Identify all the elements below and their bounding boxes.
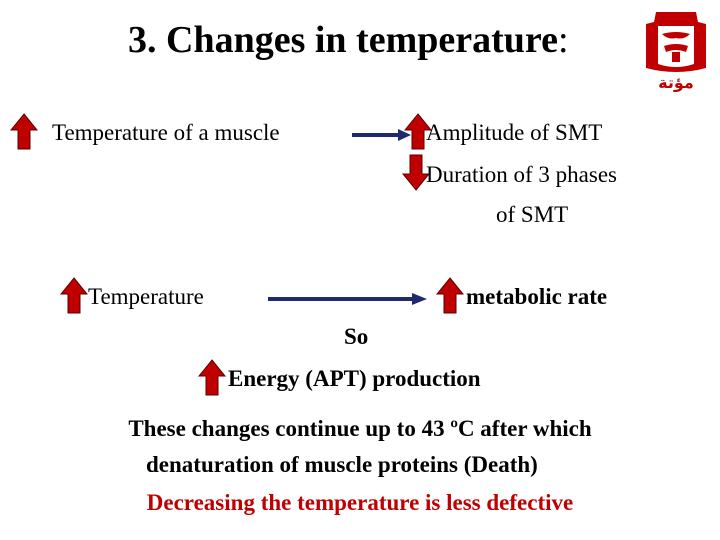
energy-production-label: Energy (APT) production — [228, 366, 481, 391]
logo-text: مؤتة — [658, 73, 694, 92]
amplitude-label: Amplitude of SMT — [426, 120, 603, 145]
arrow-up-icon — [404, 113, 432, 150]
note-line-2: denaturation of muscle proteins (Death) — [146, 452, 538, 477]
slide-title-colon: : — [557, 19, 569, 61]
note-line-1: These changes continue up to 43 ºC after… — [128, 416, 592, 441]
so-label: So — [344, 324, 369, 349]
arrow-up-icon — [60, 277, 88, 314]
slide-title-text: 3. Changes in temperature — [128, 19, 558, 61]
slide-title: 3. Changes in temperature: — [128, 18, 569, 62]
arrow-down-icon — [402, 154, 430, 191]
arrow-up-icon — [198, 359, 226, 396]
muscle-temperature-label: Temperature of a muscle — [52, 120, 280, 145]
temperature-label: Temperature — [88, 284, 204, 309]
arrow-up-icon — [436, 277, 464, 314]
right-arrow-icon — [268, 293, 427, 305]
university-logo-icon: مؤتة — [646, 12, 706, 92]
duration-label-line1: Duration of 3 phases — [426, 162, 617, 187]
right-arrow-icon — [352, 129, 411, 141]
duration-label-line2: of SMT — [496, 202, 569, 227]
note-highlight: Decreasing the temperature is less defec… — [146, 490, 574, 515]
metabolic-rate-label: metabolic rate — [466, 284, 608, 309]
arrow-up-icon — [10, 113, 38, 150]
